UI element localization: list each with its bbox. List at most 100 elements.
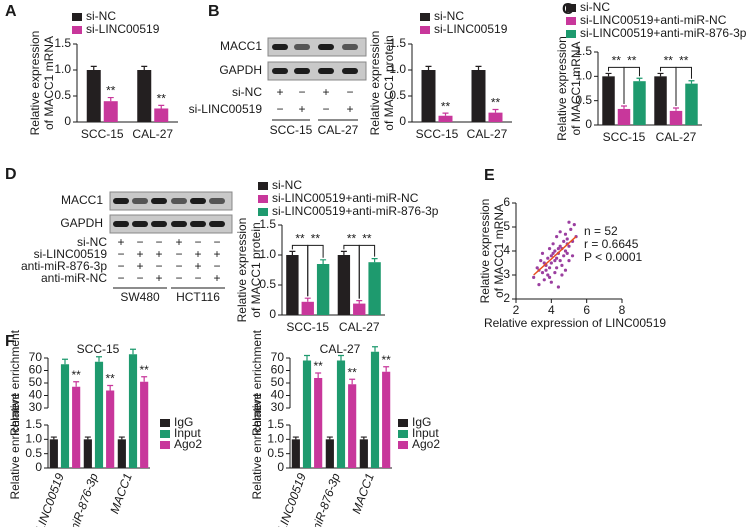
significance: ** <box>295 232 305 246</box>
legend-label: Ago2 <box>174 437 202 451</box>
point <box>570 254 575 258</box>
point <box>553 259 557 263</box>
bar <box>382 371 391 468</box>
y-tick-label: 0.5 <box>25 446 42 460</box>
legend-label: si-LINC00519+anti-miR-NC <box>272 191 419 205</box>
error-bar <box>304 354 310 361</box>
legend-swatch <box>420 13 430 21</box>
y-axis-label: Relative enrichment <box>250 393 264 500</box>
y-tick-label: 1.5 <box>389 36 406 50</box>
error-bar <box>356 300 363 304</box>
legend-label: Ago2 <box>412 437 440 451</box>
y-tick-label: 0 <box>399 114 406 128</box>
error-bar <box>340 250 347 255</box>
bar <box>316 264 330 315</box>
legend-swatch <box>258 208 268 216</box>
x-tick-label: 4 <box>548 303 555 317</box>
point <box>551 242 555 246</box>
bar <box>83 439 92 468</box>
condition-sign: − <box>136 271 143 285</box>
point <box>537 283 541 287</box>
bar <box>86 70 101 122</box>
significance: ** <box>664 54 674 68</box>
panel-letter: D <box>5 166 17 183</box>
point <box>535 266 539 270</box>
y-axis-label: of MACC1 mRNA <box>569 41 583 135</box>
error-bar <box>636 77 643 82</box>
bar <box>370 351 380 468</box>
y-tick-label: 0.5 <box>575 93 592 107</box>
condition-sign: − <box>117 271 124 285</box>
y-axis-label: of MACC1 protein <box>249 222 263 317</box>
error-bar <box>304 297 311 302</box>
y-tick-label: 0 <box>35 460 42 474</box>
y-tick-label: 0.5 <box>389 88 406 102</box>
point <box>553 249 557 253</box>
condition-sign: + <box>136 247 143 261</box>
legend-label: Input <box>174 426 201 440</box>
significance: ** <box>71 368 81 382</box>
error-bar <box>371 258 378 263</box>
error-bar <box>130 348 136 355</box>
y-tick-label: 0.5 <box>267 446 284 460</box>
legend-swatch <box>160 430 170 438</box>
blot-band <box>294 44 310 50</box>
error-bar <box>372 346 378 352</box>
blot-row-label: GAPDH <box>219 63 262 77</box>
condition-sign: − <box>155 259 162 273</box>
condition-sign: − <box>213 259 220 273</box>
bar <box>72 386 81 468</box>
bar <box>154 108 169 122</box>
x-tick-label: LINC00519 <box>33 471 67 527</box>
blot-band <box>209 198 225 204</box>
blot-band <box>318 44 334 50</box>
error-bar <box>349 378 356 385</box>
x-tick-label: LINC00519 <box>275 471 309 527</box>
legend-swatch <box>398 441 408 449</box>
blot-band <box>113 198 129 204</box>
bar <box>301 301 314 315</box>
y-tick-label: 0.5 <box>259 277 276 291</box>
legend-swatch <box>72 26 82 34</box>
chart-title: CAL-27 <box>320 342 361 356</box>
x-tick-label: SCC-15 <box>603 130 646 144</box>
x-tick-label: SCC-15 <box>286 320 329 334</box>
y-tick-label: 0 <box>277 460 284 474</box>
x-tick-label: MACC1 <box>349 471 377 515</box>
error-bar <box>688 80 695 84</box>
bar <box>368 262 381 315</box>
error-bar <box>107 384 114 391</box>
panel-letter: B <box>208 3 220 20</box>
error-bar <box>673 107 679 111</box>
blot-band <box>132 221 148 227</box>
condition-sign: − <box>155 235 162 249</box>
y-axis-label: Relative expression <box>555 36 569 141</box>
point <box>563 249 568 253</box>
bar <box>302 360 312 468</box>
point <box>563 268 568 272</box>
bar <box>106 390 115 468</box>
bar <box>336 360 346 468</box>
y-tick-label: 60 <box>271 363 285 377</box>
point <box>558 230 562 234</box>
error-bar <box>84 436 91 440</box>
significance-bracket <box>307 244 324 297</box>
error-bar <box>50 436 57 440</box>
condition-sign: + <box>276 85 283 99</box>
condition-sign: + <box>213 271 220 285</box>
group-label: SCC-15 <box>270 123 313 137</box>
blot-band <box>113 221 129 227</box>
significance: ** <box>157 92 167 106</box>
condition-sign: + <box>322 85 329 99</box>
y-tick-label: 70 <box>271 350 285 364</box>
error-bar <box>73 381 80 387</box>
y-tick-label: 50 <box>271 375 285 389</box>
point <box>546 273 550 277</box>
condition-sign: − <box>175 259 182 273</box>
blot-row-label: GAPDH <box>60 216 103 230</box>
error-bar <box>320 259 327 264</box>
panel-letter: E <box>484 167 495 184</box>
significance: ** <box>362 232 372 246</box>
point <box>560 273 564 277</box>
